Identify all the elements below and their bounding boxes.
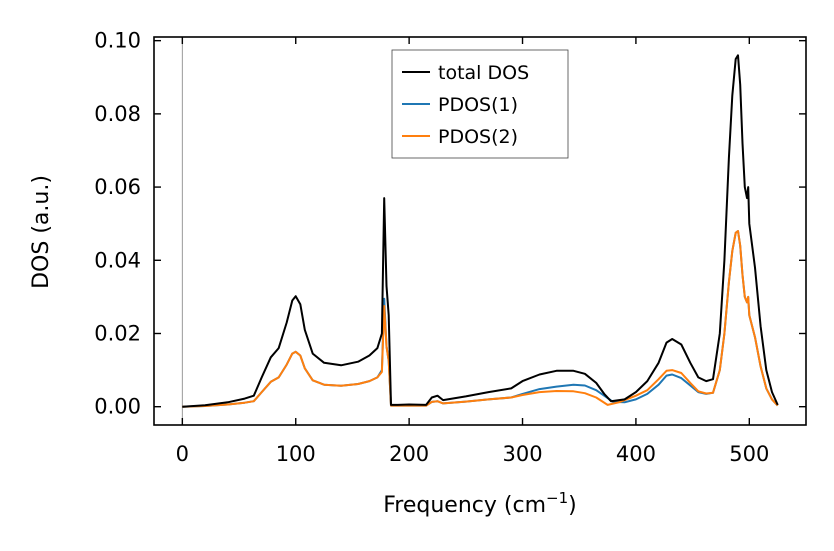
x-tick-label: 400 [616, 442, 656, 466]
x-tick-label: 300 [502, 442, 542, 466]
x-tick-label: 100 [276, 442, 316, 466]
y-tick-label: 0.10 [94, 29, 141, 53]
y-tick-label: 0.08 [94, 102, 141, 126]
y-tick-label: 0.04 [94, 248, 141, 272]
y-axis-label: DOS (a.u.) [29, 175, 54, 289]
legend-label: PDOS(2) [438, 126, 518, 148]
legend-label: total DOS [438, 62, 529, 84]
series-line-pdos-2 [182, 230, 779, 408]
x-axis-label: Frequency (cm−1) [383, 489, 576, 518]
axes: 0 100 200 300 400 500 0.00 0.02 0.04 0.06 0.08 0.10 [94, 29, 807, 466]
series-line-total-dos [182, 54, 779, 408]
x-tick-label: 500 [729, 442, 769, 466]
y-tick-label: 0.02 [94, 321, 141, 345]
x-tick-label: 200 [389, 442, 429, 466]
plot-area [181, 37, 779, 425]
y-tick-label: 0.06 [94, 175, 141, 199]
legend-label: PDOS(1) [438, 94, 518, 116]
axes-frame [153, 36, 807, 426]
y-tick-label: 0.00 [94, 395, 141, 419]
legend: total DOS PDOS(1) PDOS(2) [391, 49, 569, 159]
x-tick-label: 0 [176, 442, 189, 466]
